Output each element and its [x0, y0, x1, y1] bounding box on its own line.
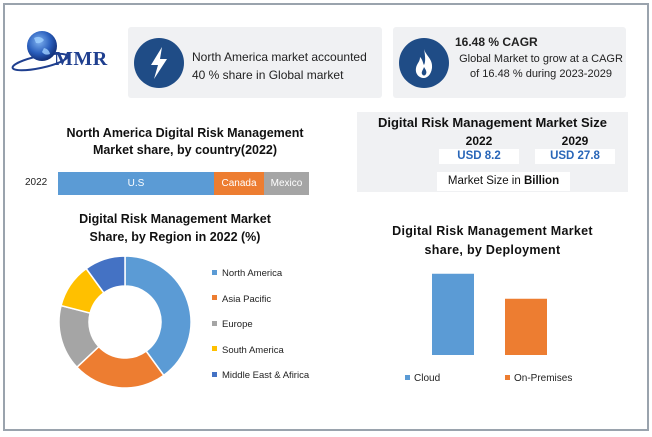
region-legend-item: Asia Pacific	[212, 294, 271, 308]
cagr-text: Global Market to grow at a CAGR of 16.48…	[455, 52, 627, 82]
legend-label: Asia Pacific	[222, 293, 272, 305]
region-legend-item: South America	[212, 345, 284, 359]
legend-label: On-Premises	[514, 373, 573, 384]
region-donut-chart	[58, 255, 192, 389]
legend-label: North America	[222, 268, 283, 279]
unit-bold: Billion	[523, 175, 560, 187]
deployment-title-line1: Digital Risk Management Market	[392, 224, 593, 238]
region-chart-title: Digital Risk Management Market Share, by…	[45, 210, 305, 246]
deployment-bar-chart	[432, 273, 547, 355]
cagr-card: 16.48 % CAGR Global Market to grow at a …	[393, 27, 626, 98]
share-text-line1: North America market accounted	[192, 50, 367, 64]
na-bar-segment-canada: Canada	[214, 172, 264, 195]
na-chart-title: North America Digital Risk Management Ma…	[40, 125, 330, 159]
deployment-title-line2: share, by Deployment	[424, 243, 561, 257]
market-size-title: Digital Risk Management Market Size	[377, 115, 607, 130]
flame-icon	[399, 38, 449, 88]
lightning-icon	[134, 38, 184, 88]
cagr-text-line1: Global Market to grow at a CAGR	[459, 53, 623, 65]
market-size-value-2022: USD 8.2	[439, 149, 519, 164]
na-title-line2: Market share, by country(2022)	[92, 143, 278, 157]
market-size-value-2029: USD 27.8	[535, 149, 615, 164]
legend-label: Cloud	[414, 373, 441, 384]
region-title-line1: Digital Risk Management Market	[79, 212, 271, 226]
market-size-year-2022: 2022	[465, 134, 493, 148]
deployment-bar-on-premises	[505, 298, 547, 355]
legend-swatch	[505, 374, 510, 380]
deployment-legend-item: Cloud	[405, 373, 440, 384]
legend-swatch	[405, 374, 410, 380]
deployment-bar-cloud	[432, 273, 474, 355]
donut-slice-north-america	[124, 255, 192, 377]
na-bar-year-label: 2022	[25, 177, 48, 188]
legend-label: South America	[222, 344, 284, 356]
legend-swatch	[212, 346, 217, 352]
mmr-logo-globe-icon	[11, 31, 69, 72]
legend-swatch	[212, 371, 217, 377]
legend-swatch	[212, 320, 217, 326]
market-size-unit: Market Size in Billion	[437, 172, 570, 191]
donut-slice-middle-east-afirica	[85, 255, 126, 294]
region-legend-item: North America	[212, 268, 282, 282]
region-legend-item: Middle East & Afirica	[212, 370, 309, 384]
share-text: North America market accounted 40 % shar…	[192, 48, 382, 84]
region-legend-item: Europe	[212, 319, 253, 333]
na-bar-segment-u-s: U.S	[58, 172, 214, 195]
share-card: North America market accounted 40 % shar…	[128, 27, 382, 98]
deployment-legend-item: On-Premises	[505, 373, 572, 384]
market-size-panel: Digital Risk Management Market Size 2022…	[357, 112, 628, 192]
legend-label: Europe	[222, 319, 253, 330]
share-text-line2: 40 % share in Global market	[192, 68, 344, 82]
legend-swatch	[212, 295, 217, 301]
cagr-title: 16.48 % CAGR	[455, 35, 538, 49]
na-title-line1: North America Digital Risk Management	[66, 126, 304, 140]
deployment-chart-title: Digital Risk Management Market share, by…	[365, 222, 620, 260]
cagr-text-line2: of 16.48 % during 2023-2029	[470, 68, 612, 80]
legend-swatch	[212, 269, 217, 275]
market-size-year-2029: 2029	[561, 134, 589, 148]
unit-prefix: Market Size in	[447, 175, 524, 187]
na-bar-segment-mexico: Mexico	[264, 172, 309, 195]
brand-name: MMR	[54, 48, 108, 70]
region-title-line2: Share, by Region in 2022 (%)	[89, 230, 261, 244]
legend-label: Middle East & Afirica	[222, 370, 310, 381]
